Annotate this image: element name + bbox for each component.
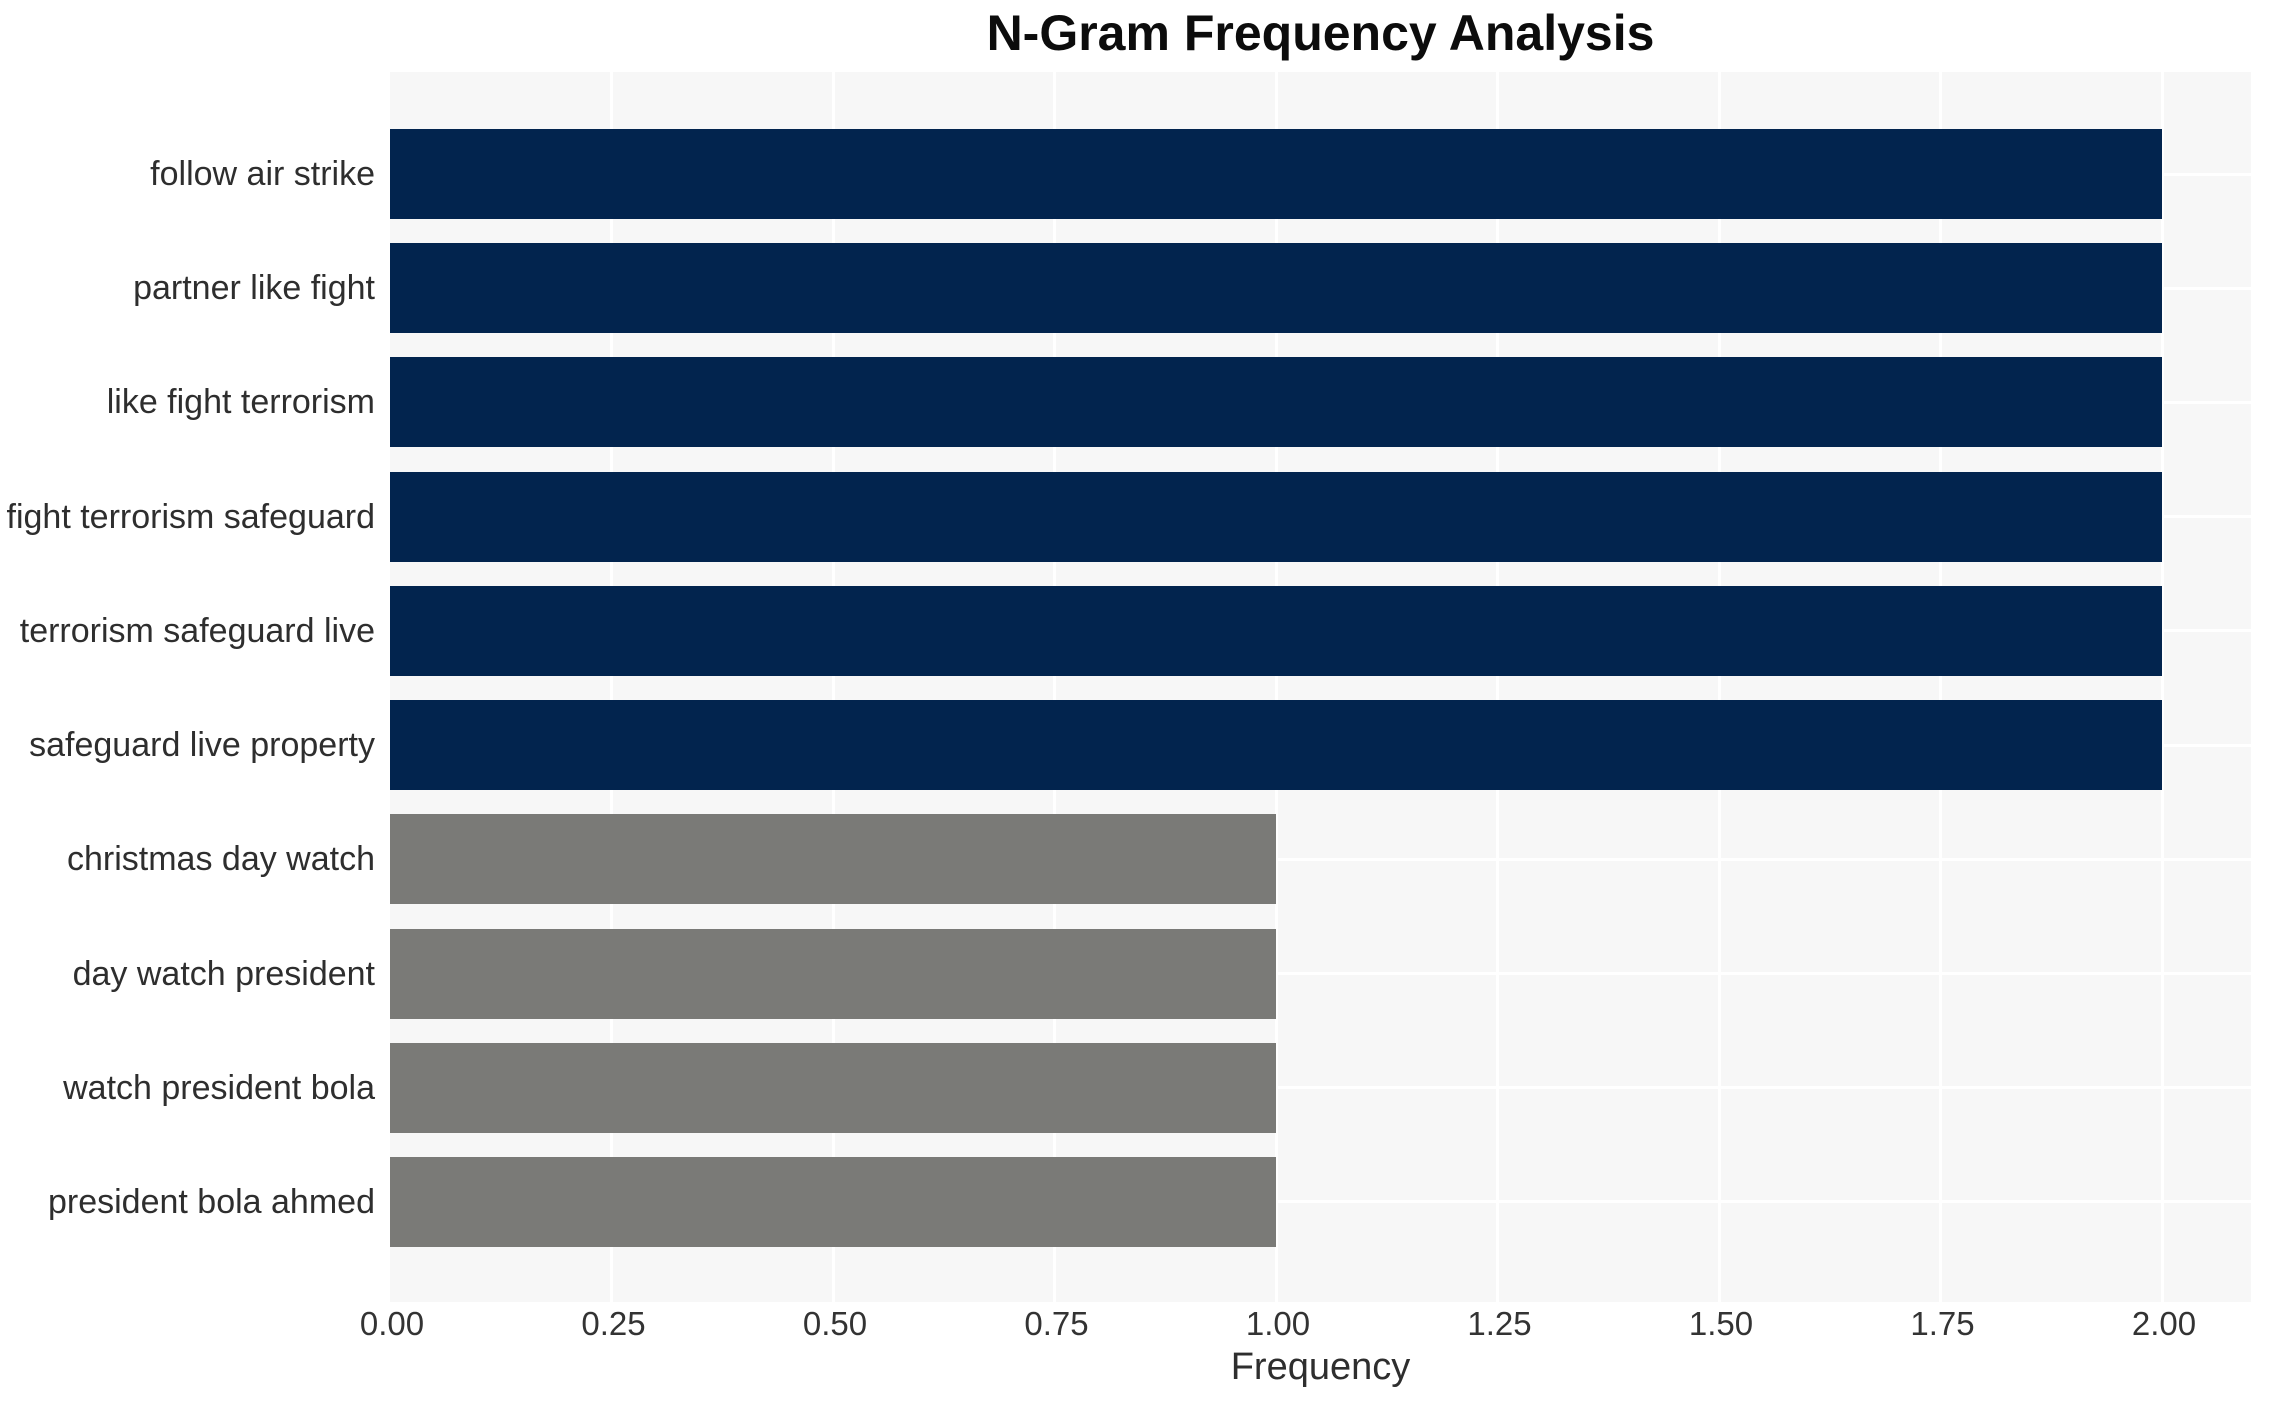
bar [390, 928, 1276, 1019]
y-axis-labels: follow air strike partner like fight like … [0, 72, 376, 1302]
y-tick-label: like fight terrorism [106, 383, 375, 422]
gridline-vertical [1053, 72, 1056, 1302]
x-tick-label: 0.00 [359, 1305, 425, 1342]
bar [390, 814, 1276, 905]
gridline-vertical [1496, 72, 1499, 1302]
x-tick-label: 1.00 [1245, 1305, 1311, 1342]
y-tick-label: partner like fight [133, 269, 375, 308]
gridline-vertical [1939, 72, 1942, 1302]
gridline-horizontal [390, 972, 2251, 976]
y-tick-label: christmas day watch [67, 840, 375, 879]
gridline-vertical [1717, 72, 1721, 1302]
bar [390, 471, 2162, 562]
bar [390, 129, 2162, 219]
gridline-vertical [610, 72, 613, 1302]
bar [390, 1156, 1276, 1247]
x-axis-label: Frequency [1230, 1346, 1411, 1388]
y-tick-label: day watch president [72, 954, 375, 993]
bar [390, 357, 2162, 448]
x-tick-label: 1.25 [1467, 1305, 1532, 1342]
x-tick-label: 1.50 [1688, 1305, 1754, 1342]
y-tick-label: fight terrorism safeguard [6, 497, 376, 536]
gridline-vertical [2160, 72, 2164, 1302]
x-axis-ticks: 0.00 0.25 0.50 0.75 1.00 1.25 1.50 1.75 2.00 [360, 1304, 2251, 1346]
bar [390, 243, 2162, 334]
x-tick-label: 1.75 [1910, 1305, 1975, 1342]
x-tick-label: 0.25 [581, 1305, 646, 1342]
y-tick-label: watch president bola [63, 1068, 375, 1107]
x-tick-label: 2.00 [2131, 1305, 2197, 1342]
x-tick-label: 0.75 [1024, 1305, 1089, 1342]
bar [390, 585, 2162, 676]
gridline-horizontal [390, 857, 2251, 861]
bar [390, 1042, 1276, 1133]
gridline-vertical [1274, 72, 1278, 1302]
y-tick-label: terrorism safeguard live [19, 611, 375, 650]
gridline-horizontal [390, 1086, 2251, 1090]
plot-area [390, 72, 2251, 1302]
gridline-horizontal [390, 1200, 2251, 1204]
y-tick-label: safeguard live property [29, 726, 375, 765]
x-tick-label: 0.50 [802, 1305, 868, 1342]
bar [390, 700, 2162, 791]
gridline-vertical [831, 72, 835, 1302]
chart-title: N-Gram Frequency Analysis [986, 5, 1655, 61]
y-tick-label: follow air strike [150, 155, 375, 193]
y-tick-label: president bola ahmed [47, 1182, 375, 1221]
